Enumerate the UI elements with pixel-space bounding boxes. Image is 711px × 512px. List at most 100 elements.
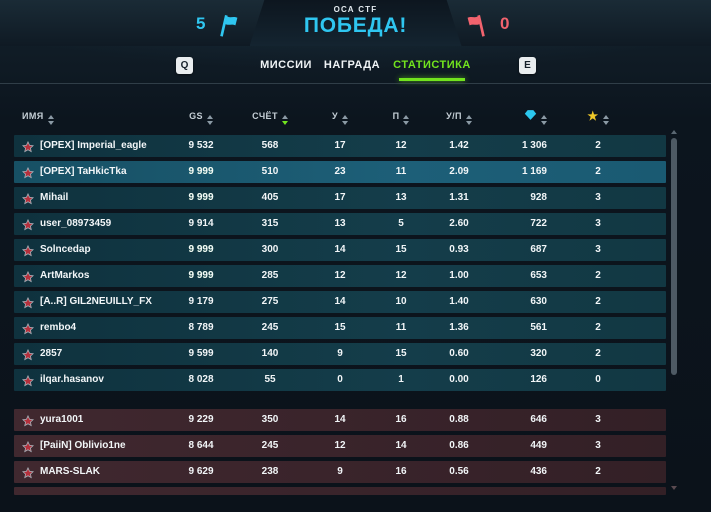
- column-header-currency[interactable]: [477, 104, 547, 126]
- player-row[interactable]: [OPEX] Imperial_eagle 9 532 568 17 12 1.42 1 3…: [14, 135, 666, 157]
- player-deaths: 10: [395, 296, 407, 307]
- player-kd-ratio: 0.93: [449, 244, 469, 255]
- player-row[interactable]: user_08973459 9 914 315 13 5 2.60 722 3: [14, 213, 666, 235]
- column-header-kills[interactable]: У: [310, 104, 370, 126]
- rank-star-icon: [21, 322, 35, 335]
- player-name-cell: 2857: [21, 343, 172, 365]
- player-gs: 9 999: [160, 161, 242, 183]
- rank-star-icon: [21, 374, 35, 387]
- column-header-score-label: СЧЁТ: [252, 111, 278, 121]
- column-header-kills-label: У: [332, 111, 338, 121]
- player-row[interactable]: 2857 9 599 140 9 15 0.60 320 2: [14, 343, 666, 365]
- player-kills: 0: [337, 374, 343, 385]
- sort-chevrons-icon: [541, 115, 547, 125]
- rank-star-icon: [21, 166, 35, 179]
- player-row[interactable]: Solncedap 9 999 300 14 15 0.93 687 3: [14, 239, 666, 261]
- player-kills: 9: [337, 348, 343, 359]
- player-row[interactable]: ilqar.hasanov 8 028 55 0 1 0.00 126 0: [14, 369, 666, 391]
- player-row[interactable]: MARS-SLAK 9 629 238 9 16 0.56 436 2: [14, 461, 666, 483]
- player-kills: 12: [334, 440, 346, 451]
- player-gs: 9 914: [188, 218, 214, 229]
- player-gs: 8 644: [188, 440, 214, 451]
- player-currency: 449: [530, 440, 547, 451]
- column-header-kd-ratio[interactable]: У/П: [429, 104, 489, 126]
- player-row[interactable]: Mihail 9 999 405 17 13 1.31 928 3: [14, 187, 666, 209]
- player-kd-ratio: 0.00: [449, 374, 469, 385]
- player-name-cell: MARS-SLAK: [21, 461, 172, 483]
- scroll-down-arrow-icon[interactable]: [671, 486, 677, 490]
- player-row[interactable]: [A..R] GIL2NEUILLY_FX 9 179 275 14 10 1.40 630…: [14, 291, 666, 313]
- column-header-score[interactable]: СЧЁТ: [246, 104, 294, 126]
- player-gs: 9 999: [160, 265, 242, 287]
- player-name-cell: [PaiiN] Oblivio1ne: [21, 435, 172, 457]
- rank-star-icon: [21, 296, 35, 309]
- player-kd-ratio: 1.36: [449, 322, 469, 333]
- match-mode-label: ОСА CTF: [333, 5, 378, 14]
- player-name: [OPEX] Imperial_eagle: [40, 140, 147, 151]
- player-kills: 14: [334, 296, 346, 307]
- player-name-cell: rembo4: [21, 317, 172, 339]
- player-stars: 2: [595, 296, 601, 307]
- rank-star-icon: [21, 140, 35, 153]
- rank-star-icon: [21, 348, 35, 361]
- player-deaths: 14: [395, 440, 407, 451]
- rank-star-icon: [21, 218, 35, 231]
- player-currency: 1 169: [521, 166, 547, 177]
- gem-currency-icon: [524, 110, 537, 123]
- column-header-stars[interactable]: ★: [568, 104, 628, 126]
- column-header-gs[interactable]: GS: [160, 104, 242, 126]
- player-deaths: 1: [398, 374, 404, 385]
- player-score: 405: [261, 192, 279, 203]
- player-kd-ratio: 0.86: [449, 440, 469, 451]
- player-row[interactable]: yura1001 9 229 350 14 16 0.88 646 3: [14, 409, 666, 431]
- player-kd-ratio: 1.31: [449, 192, 469, 203]
- rank-star-icon: [21, 244, 35, 257]
- allied-team-table: [OPEX] Imperial_eagle 9 532 568 17 12 1.42 1 3…: [14, 135, 666, 395]
- player-gs: 9 999: [160, 187, 242, 209]
- player-score: 275: [261, 296, 279, 307]
- player-gs: 8 028: [188, 374, 214, 385]
- player-currency: 1 306: [521, 140, 547, 151]
- player-kd-ratio: 1.00: [449, 270, 469, 281]
- allied-flag-icon: [213, 13, 239, 42]
- player-row[interactable]: rembo4 8 789 245 15 11 1.36 561 2: [14, 317, 666, 339]
- player-kd-ratio: 0.60: [449, 348, 469, 359]
- player-name: user_08973459: [40, 218, 112, 229]
- tab-statistics[interactable]: СТАТИСТИКА: [393, 59, 471, 71]
- column-header-deaths[interactable]: П: [371, 104, 431, 126]
- player-row[interactable]: [PaiiN] Oblivio1ne 8 644 245 12 14 0.86 449 3: [14, 435, 666, 457]
- player-name: rembo4: [40, 322, 77, 333]
- header-divider: [0, 83, 711, 84]
- player-name: [OPEX] TaHkicTka: [40, 166, 127, 177]
- player-currency: 561: [530, 322, 547, 333]
- player-row-partial[interactable]: [14, 487, 666, 495]
- player-currency: 126: [530, 374, 547, 385]
- player-kd-ratio: 1.40: [449, 296, 469, 307]
- sort-chevrons-icon: [403, 115, 410, 125]
- player-name: 2857: [40, 348, 63, 359]
- player-kills: 15: [334, 322, 346, 333]
- scrollbar-thumb[interactable]: [671, 138, 677, 375]
- player-row[interactable]: ArtMarkos 9 999 285 12 12 1.00 653 2: [14, 265, 666, 287]
- active-tab-underline: [399, 78, 465, 81]
- scroll-up-arrow-icon[interactable]: [671, 130, 677, 134]
- player-score: 350: [261, 414, 279, 425]
- tab-reward[interactable]: НАГРАДА: [323, 59, 381, 71]
- player-name-cell: Solncedap: [21, 239, 172, 261]
- match-result-title: ПОБЕДА!: [303, 14, 408, 37]
- player-stars: 2: [595, 140, 601, 151]
- player-currency: 928: [530, 192, 547, 203]
- player-row[interactable]: [OPEX] TaHkicTka 9 999 510 23 11 2.09 1 169 2: [14, 161, 666, 183]
- player-gs: 9 532: [188, 140, 214, 151]
- tab-missions[interactable]: МИССИИ: [260, 59, 312, 71]
- hotkey-q-badge[interactable]: Q: [176, 57, 193, 74]
- player-name: yura1001: [40, 414, 84, 425]
- player-name: [A..R] GIL2NEUILLY_FX: [40, 296, 152, 307]
- player-kills: 17: [334, 192, 346, 203]
- player-name-cell: ArtMarkos: [21, 265, 172, 287]
- player-score: 510: [261, 166, 279, 177]
- player-stars: 0: [595, 374, 601, 385]
- column-header-name[interactable]: ИМЯ: [22, 104, 172, 126]
- hotkey-e-badge[interactable]: E: [519, 57, 536, 74]
